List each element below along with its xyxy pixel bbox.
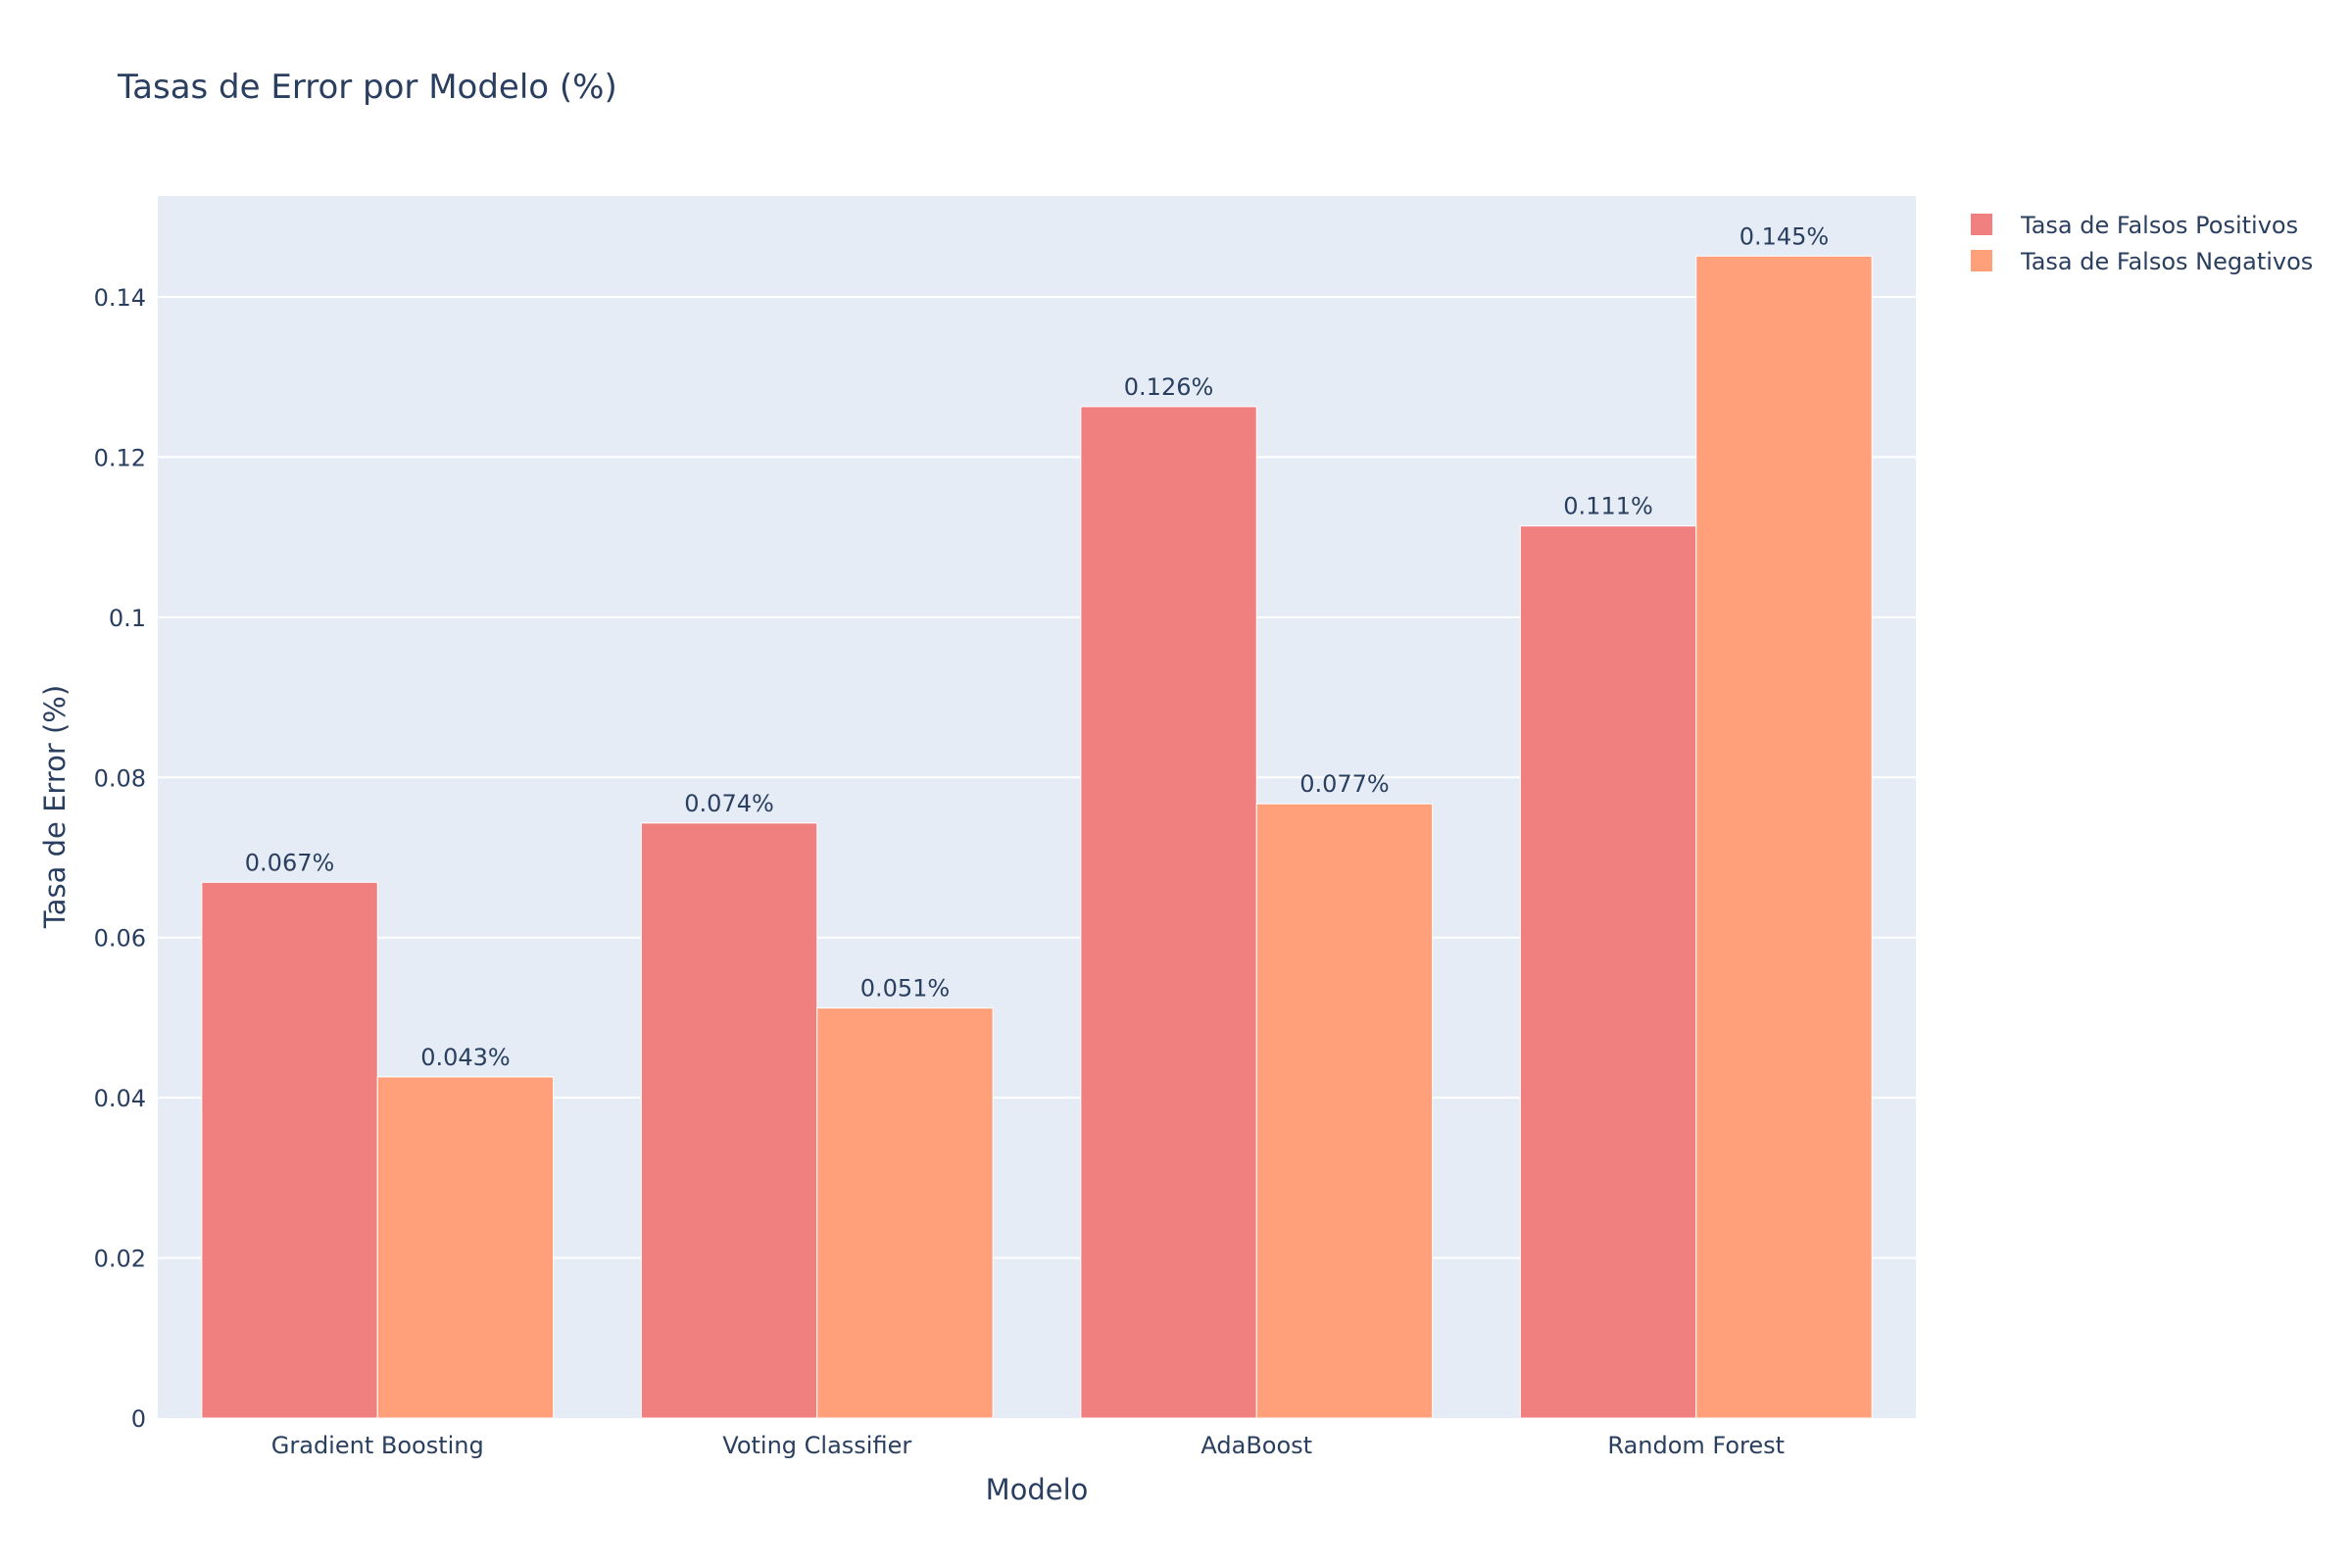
legend-item[interactable]: Tasa de Falsos Positivos — [1971, 212, 2298, 239]
bar-data-label: 0.043% — [420, 1044, 511, 1071]
bar[interactable] — [1080, 406, 1257, 1419]
chart-title: Tasas de Error por Modelo (%) — [117, 68, 617, 107]
legend-label: Tasa de Falsos Negativos — [2020, 248, 2313, 275]
bar[interactable] — [1695, 255, 1873, 1419]
legend[interactable]: Tasa de Falsos Positivos Tasa de Falsos N… — [1971, 212, 2313, 275]
y-axis-ticks: 0 0.02 0.04 0.06 0.08 0.1 0.12 0.14 — [94, 284, 146, 1433]
bars — [201, 255, 1873, 1419]
y-tick-label: 0.08 — [94, 764, 146, 792]
x-tick-label: AdaBoost — [1200, 1432, 1312, 1459]
legend-label: Tasa de Falsos Positivos — [2020, 212, 2298, 239]
legend-swatch — [1971, 250, 1992, 271]
bar-data-labels: 0.067% 0.043% 0.074% 0.051% 0.126% 0.077% 0.11… — [245, 222, 1829, 1071]
y-tick-label: 0.14 — [94, 284, 146, 312]
bar-data-label: 0.077% — [1299, 770, 1390, 798]
legend-item[interactable]: Tasa de Falsos Negativos — [1971, 248, 2313, 275]
y-tick-label: 0 — [131, 1405, 146, 1433]
bar-data-label: 0.145% — [1740, 222, 1830, 250]
x-tick-label: Gradient Boosting — [271, 1432, 484, 1459]
y-tick-label: 0.12 — [94, 444, 146, 471]
y-tick-label: 0.1 — [109, 605, 146, 632]
bar[interactable] — [201, 881, 378, 1419]
x-tick-label: Voting Classifier — [722, 1432, 911, 1459]
bar[interactable] — [640, 822, 818, 1419]
x-axis-ticks: Gradient Boosting Voting Classifier AdaBoo… — [271, 1432, 1785, 1459]
y-tick-label: 0.06 — [94, 925, 146, 953]
y-tick-label: 0.04 — [94, 1085, 146, 1112]
bar-data-label: 0.111% — [1563, 493, 1653, 520]
legend-swatch — [1971, 214, 1992, 235]
bar-data-label: 0.051% — [860, 975, 951, 1003]
bar-data-label: 0.126% — [1124, 373, 1214, 401]
bar[interactable] — [816, 1007, 994, 1419]
x-tick-label: Random Forest — [1607, 1432, 1785, 1459]
bar[interactable] — [1255, 803, 1434, 1419]
y-axis-title: Tasa de Error (%) — [38, 685, 72, 929]
x-axis-title: Modelo — [986, 1473, 1089, 1506]
y-tick-label: 0.02 — [94, 1246, 146, 1273]
bar[interactable] — [1519, 525, 1697, 1419]
bar-data-label: 0.067% — [245, 849, 335, 876]
bar[interactable] — [376, 1076, 555, 1419]
bar-data-label: 0.074% — [684, 790, 774, 817]
